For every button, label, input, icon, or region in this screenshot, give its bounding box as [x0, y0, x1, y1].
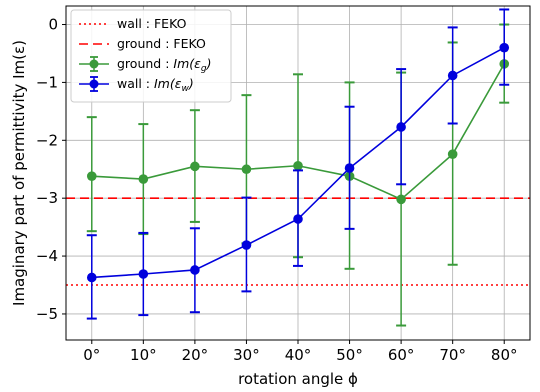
data-point: [241, 240, 252, 250]
legend-label-sub: w: [182, 84, 190, 94]
data-point: [499, 42, 510, 53]
x-axis-label: rotation angle ϕ: [238, 370, 358, 388]
data-point: [190, 161, 200, 172]
axis-ticks: 0° 10° 20° 30° 40° 50° 60° 70° 80° 0 −1 −2 −3 −4 −5: [36, 16, 518, 364]
legend-marker: [89, 79, 99, 89]
data-point: [396, 194, 406, 205]
data-point: [447, 70, 458, 81]
x-tick-label: 60°: [388, 346, 415, 364]
legend-box: [70, 9, 232, 103]
data-point: [293, 160, 303, 171]
x-tick-label: 50°: [336, 346, 363, 364]
x-tick-label: 10°: [130, 346, 157, 364]
x-tick-label: 40°: [285, 346, 312, 364]
legend-label: wall : FEKO: [117, 16, 187, 31]
x-tick-label: 70°: [439, 346, 466, 364]
legend-label-main: ground :: [117, 56, 173, 71]
legend-label-math: Im(ε: [173, 56, 201, 71]
data-point: [396, 122, 406, 132]
legend-label: wall : Im(εw): [117, 76, 194, 94]
legend-label-close: ): [206, 56, 212, 71]
y-tick-label: −4: [36, 247, 58, 265]
data-point: [241, 164, 252, 175]
legend-label-math: Im(ε: [154, 76, 182, 91]
y-axis-label: Imaginary part of permittivity Im(ε): [10, 40, 28, 306]
legend-label-close: ): [188, 76, 194, 91]
data-point: [138, 269, 149, 279]
legend-marker: [89, 59, 99, 69]
data-point: [190, 265, 200, 275]
data-point: [293, 214, 303, 224]
legend-label-sub: g: [201, 64, 207, 74]
series-group: [86, 8, 510, 320]
y-tick-label: −3: [36, 189, 58, 207]
x-tick-label: 20°: [182, 346, 209, 364]
data-point: [447, 149, 458, 159]
legend-label-main: wall :: [117, 76, 154, 91]
series: [86, 8, 510, 327]
x-tick-label: 80°: [491, 346, 518, 364]
legend-label: ground : FEKO: [117, 36, 206, 51]
y-tick-label: 0: [48, 16, 58, 34]
data-point: [138, 174, 149, 184]
data-point: [86, 171, 97, 181]
y-tick-label: −1: [36, 73, 58, 91]
y-tick-label: −2: [36, 131, 58, 149]
x-tick-label: 30°: [233, 346, 260, 364]
y-tick-label: −5: [36, 305, 58, 323]
x-tick-label: 0°: [83, 346, 100, 364]
data-point: [86, 272, 97, 283]
data-point: [344, 163, 355, 173]
legend-label: ground : Im(εg): [117, 56, 212, 74]
